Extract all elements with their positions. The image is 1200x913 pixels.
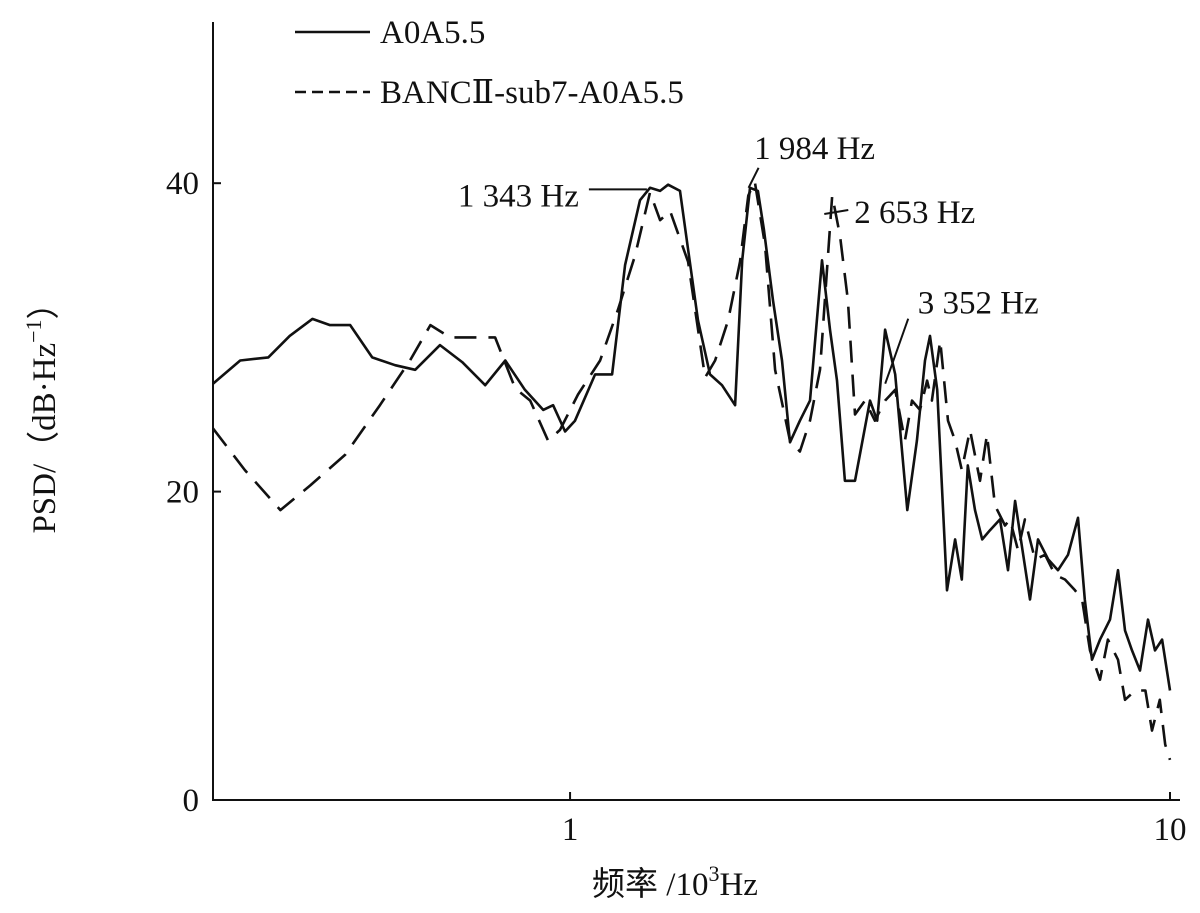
series-line [212, 183, 1172, 691]
annotation-leader [884, 318, 910, 384]
y-tick-label: 40 [166, 166, 199, 202]
annotation-label: 2 653 Hz [854, 195, 975, 231]
x-tick-label: 10 [1154, 812, 1187, 848]
annotation-label: 3 352 Hz [918, 286, 1039, 322]
y-axis-label: PSD/（dB·Hz−1） [21, 286, 63, 533]
legend-label: BANCⅡ-sub7-A0A5.5 [380, 75, 684, 111]
series-line [211, 180, 1172, 761]
legend-label: A0A5.5 [380, 15, 485, 51]
x-tick-label: 1 [562, 812, 579, 848]
x-axis-label-part: 频率 /10 [592, 866, 708, 903]
annotation-leader [824, 209, 849, 216]
y-axis-label-part: ） [27, 286, 63, 319]
annotation-leader [747, 167, 760, 189]
axes [212, 22, 1180, 801]
y-axis-label-part: PSD/（dB·Hz [27, 343, 63, 534]
x-axis-label-part: Hz [719, 867, 757, 903]
annotation-label: 1 343 Hz [458, 178, 579, 214]
y-axis-label-part: −1 [21, 319, 46, 342]
annotation-label: 1 984 Hz [754, 131, 875, 167]
x-axis-label: 频率 /103Hz [592, 861, 758, 903]
x-axis-label-part: 3 [708, 861, 719, 886]
y-tick-label: 0 [183, 783, 200, 819]
y-tick-label: 20 [166, 475, 199, 511]
